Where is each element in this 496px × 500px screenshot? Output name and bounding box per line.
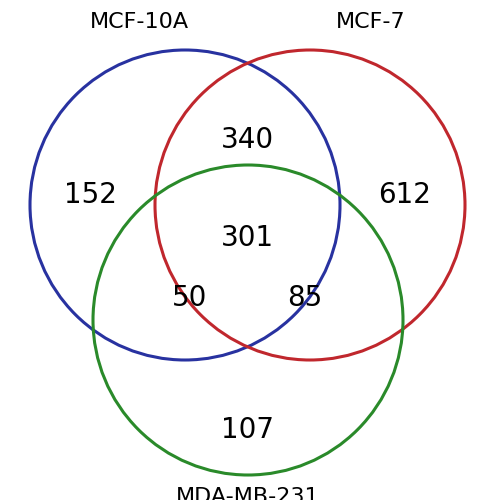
Text: MCF-10A: MCF-10A xyxy=(90,12,189,32)
Text: 107: 107 xyxy=(222,416,274,444)
Text: 85: 85 xyxy=(287,284,322,312)
Text: MDA-MB-231: MDA-MB-231 xyxy=(176,487,320,500)
Text: 152: 152 xyxy=(63,181,117,209)
Text: MCF-7: MCF-7 xyxy=(335,12,405,32)
Text: 301: 301 xyxy=(221,224,274,252)
Text: 612: 612 xyxy=(378,181,432,209)
Text: 50: 50 xyxy=(172,284,208,312)
Text: 340: 340 xyxy=(221,126,274,154)
